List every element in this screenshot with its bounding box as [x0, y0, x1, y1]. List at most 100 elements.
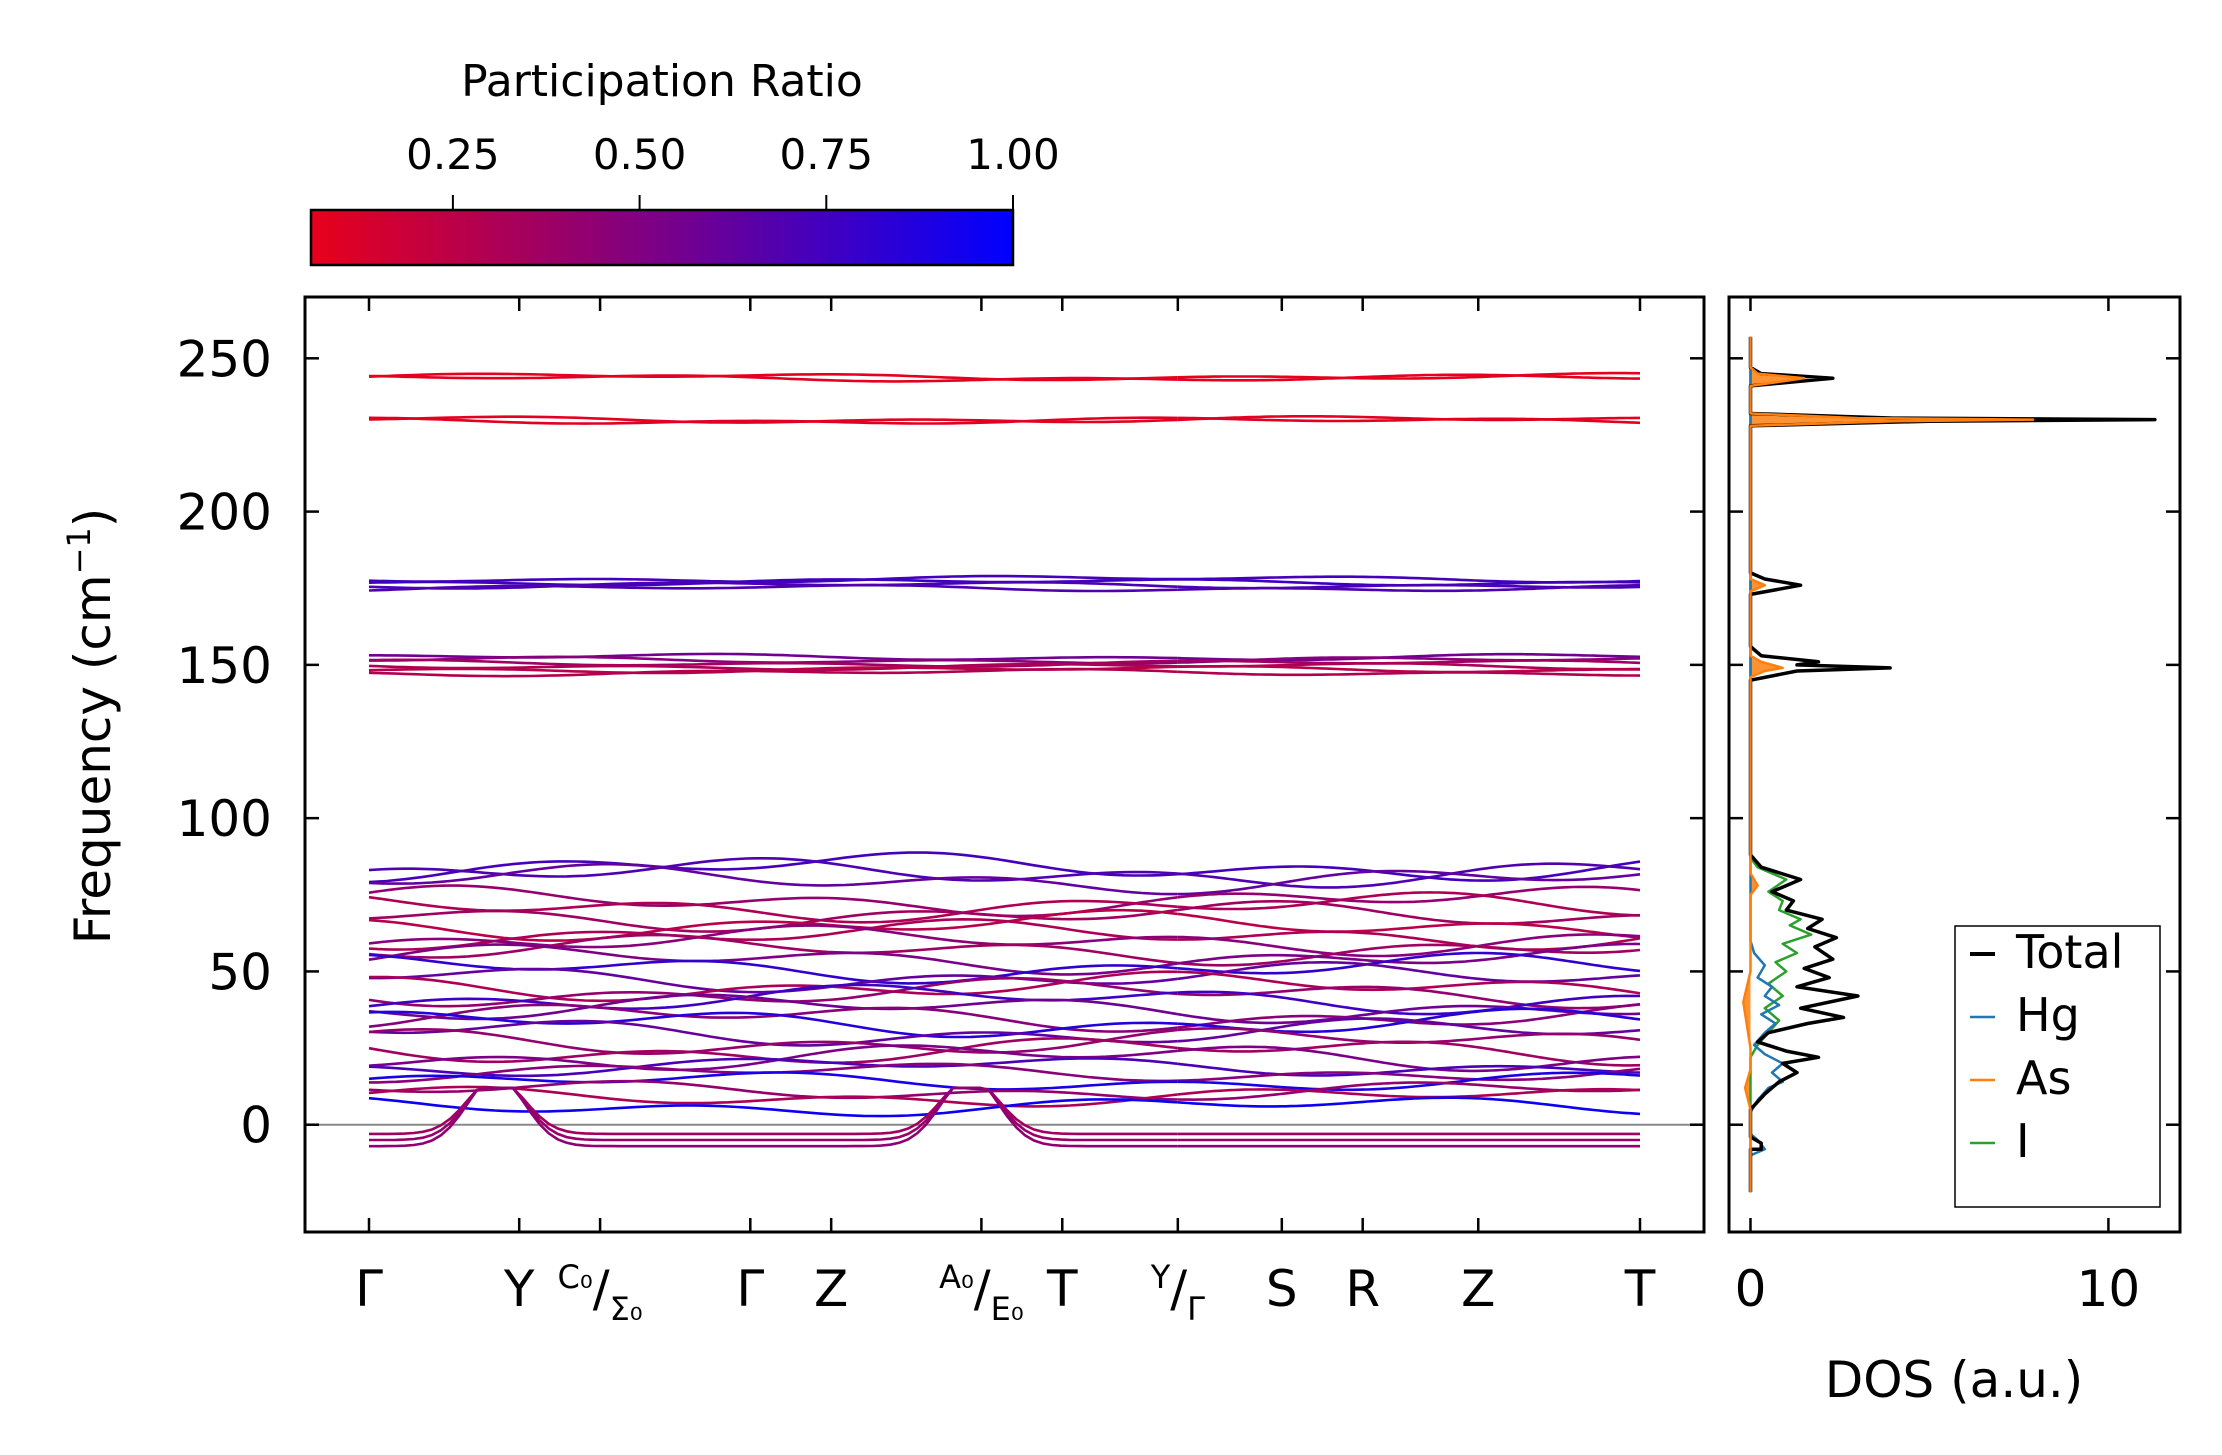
k-label: Z [814, 1260, 848, 1318]
band-axes-frame [303, 295, 1706, 1234]
dos-x-tick-label: 0 [1735, 1260, 1767, 1318]
phonon-band [1177, 985, 1641, 1010]
phonon-band [368, 416, 1178, 425]
phonon-band [369, 1086, 1178, 1148]
phonon-bands [368, 371, 1641, 1148]
phonon-band [368, 1096, 1178, 1118]
legend-label-Hg: Hg [2016, 988, 2080, 1042]
phonon-band [368, 1027, 1178, 1056]
colorbar: Participation Ratio 0.25 0.50 0.75 1.00 [309, 56, 1060, 267]
phonon-band [1177, 1045, 1641, 1073]
phonon-band [368, 1003, 1178, 1033]
k-label: Y [503, 1260, 535, 1318]
phonon-band [1177, 664, 1640, 674]
k-label: Γ [736, 1260, 764, 1318]
phonon-band [368, 976, 1178, 1008]
k-label: Γ [355, 1260, 383, 1318]
phonon-band [368, 1057, 1178, 1078]
phonon-band [1177, 1062, 1641, 1077]
colorbar-gradient [309, 208, 1015, 267]
frequency-axis-ticks: 0 50 100 150 200 250 [177, 330, 1704, 1155]
colorbar-tick-label: 0.50 [593, 130, 687, 179]
k-label: T [1046, 1260, 1078, 1318]
frequency-axis-label: Frequency (cm−1) [60, 508, 122, 945]
phonon-band [368, 933, 1178, 965]
phonon-band [1177, 869, 1641, 896]
phonon-band [1177, 583, 1641, 593]
dos-legend: Total Hg As I [1954, 925, 2161, 1208]
phonon-band [1177, 862, 1641, 889]
legend-label-Total: Total [2015, 925, 2123, 979]
dos-fill-As [1743, 336, 2034, 1193]
dos-curves [1742, 336, 2157, 1193]
colorbar-title: Participation Ratio [461, 56, 863, 107]
colorbar-tick-label: 0.25 [406, 130, 500, 179]
phonon-band [1177, 371, 1641, 380]
phonon-band [368, 1079, 1178, 1101]
phonon-band [1177, 1067, 1641, 1082]
y-tick-label: 0 [240, 1097, 272, 1155]
colorbar-ticks: 0.25 0.50 0.75 1.00 [406, 130, 1060, 265]
k-label: Y/Γ [1150, 1258, 1205, 1328]
k-label: S [1266, 1260, 1298, 1318]
dos-axes-frame [1727, 295, 2182, 1234]
phonon-band [1177, 1087, 1641, 1099]
phonon-band [368, 667, 1178, 678]
phonon-band [368, 581, 1178, 590]
legend-label-As: As [2016, 1051, 2071, 1105]
dos-panel: 0 10 DOS (a.u.) Total Hg As I [1727, 295, 2182, 1409]
phonon-band [368, 372, 1178, 382]
phonon-band [368, 583, 1178, 593]
dos-line-As [1742, 336, 2035, 1193]
colorbar-tick-label: 0.75 [780, 130, 874, 179]
phonon-band [368, 917, 1178, 951]
y-tick-label: 150 [177, 637, 272, 695]
phonon-band [1177, 951, 1641, 975]
dos-axis-ticks: 0 10 [1729, 297, 2180, 1318]
k-label: Z [1461, 1260, 1495, 1318]
phonon-band [1177, 933, 1641, 958]
phonon-band [368, 374, 1178, 383]
phonon-band [1177, 990, 1641, 1016]
k-label: C₀/Σ₀ [558, 1258, 643, 1328]
phonon-band [368, 862, 1178, 896]
dos-x-tick-label: 10 [2077, 1260, 2141, 1318]
phonon-band [1177, 670, 1641, 677]
colorbar-tick-label: 1.00 [966, 130, 1060, 179]
phonon-band [368, 851, 1178, 884]
k-label: T [1624, 1260, 1656, 1318]
y-tick-label: 250 [177, 330, 272, 388]
k-label: R [1345, 1260, 1380, 1318]
phonon-band [1177, 891, 1641, 917]
phonon-band [368, 993, 1179, 1021]
phonon-band [1177, 416, 1641, 425]
phonon-band [368, 924, 1178, 949]
phonon-band [1177, 885, 1641, 904]
phonon-band [1177, 1096, 1641, 1116]
phonon-band [1177, 961, 1641, 983]
phonon-band [1177, 1071, 1641, 1092]
y-tick-label: 200 [177, 484, 272, 542]
phonon-band [368, 943, 1178, 976]
phonon-band [1177, 1040, 1641, 1067]
k-label: A₀/E₀ [939, 1258, 1024, 1328]
dos-axis-label: DOS (a.u.) [1825, 1351, 2084, 1409]
phonon-band [1177, 899, 1641, 925]
phonon-band [1177, 860, 1641, 882]
y-tick-label: 50 [208, 943, 272, 1001]
phonon-band [368, 1044, 1178, 1072]
phonon-band [1177, 373, 1640, 382]
phonon-band [368, 1010, 1178, 1039]
kpoint-axis-ticks: Γ Y C₀/Σ₀ Γ Z A₀/E₀ T Y/Γ S R Z T [355, 297, 1656, 1328]
legend-label-I: I [2016, 1114, 2030, 1168]
phonon-band [1177, 912, 1641, 939]
dos-line-Hg [1749, 336, 1784, 1193]
phonon-band [368, 970, 1178, 1003]
phonon-band [368, 574, 1178, 584]
phonon-band [1177, 943, 1641, 967]
phonon-band [1177, 942, 1641, 965]
phonon-band [368, 1071, 1178, 1091]
phonon-band [368, 908, 1178, 942]
